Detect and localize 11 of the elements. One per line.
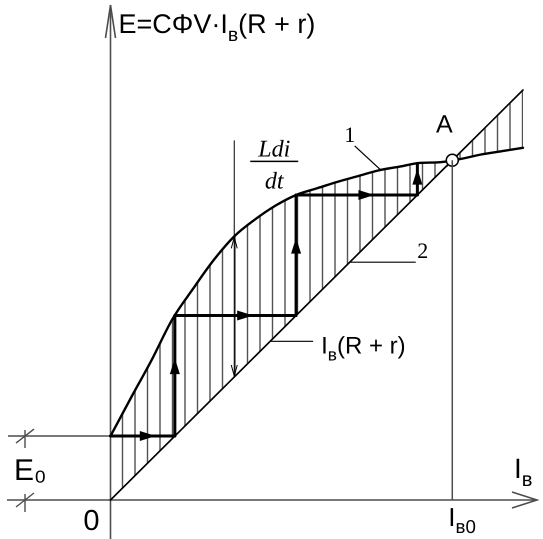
annotation: Ldi bbox=[257, 136, 290, 162]
text: I$_{в0}$ bbox=[448, 502, 476, 538]
y-axis-title: E=CΦV·I$_{в}$(R + r) bbox=[118, 9, 316, 46]
text: 0 bbox=[83, 505, 100, 537]
annotation: A bbox=[436, 110, 453, 138]
x-axis-title: I$_{в}$ bbox=[514, 453, 532, 491]
series-label: 1 bbox=[344, 122, 356, 147]
annotation: I$_{в}$(R + r) bbox=[321, 332, 406, 364]
legend-label: 2 bbox=[417, 238, 428, 264]
annotation: dt bbox=[264, 168, 285, 194]
ref-line-label: E₀ bbox=[14, 454, 46, 488]
